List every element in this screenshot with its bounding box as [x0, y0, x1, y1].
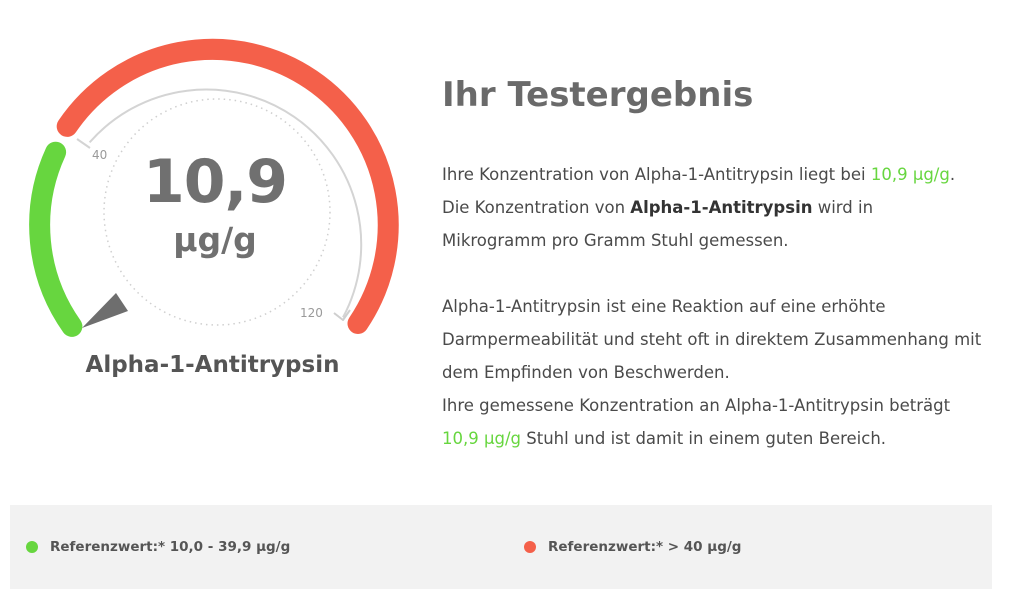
- result-p4-suffix: Stuhl und ist damit in einem guten Berei…: [521, 429, 887, 448]
- reference-legend: Referenzwert:* 10,0 - 39,9 µg/g Referenz…: [10, 505, 992, 589]
- gauge-track-arrow: [333, 309, 351, 321]
- gauge-unit: µg/g: [173, 220, 257, 259]
- result-paragraph-4: Ihre gemessene Konzentration an Alpha-1-…: [442, 389, 982, 455]
- green-dot-icon: [26, 541, 38, 553]
- result-value-highlight: 10,9 µg/g: [870, 165, 950, 184]
- result-title: Ihr Testergebnis: [442, 75, 754, 115]
- result-p4-prefix: Ihre gemessene Konzentration an Alpha-1-…: [442, 396, 951, 415]
- result-p1-prefix: Ihre Konzentration von Alpha-1-Antitryps…: [442, 165, 871, 184]
- red-dot-icon: [524, 541, 536, 553]
- gauge-graphic: [29, 38, 399, 337]
- result-p2-bold: Alpha-1-Antitrypsin: [630, 198, 813, 217]
- gauge-tick-40: [76, 138, 91, 149]
- result-value-highlight-2: 10,9 µg/g: [442, 429, 521, 448]
- gauge-arc-high: [56, 38, 399, 334]
- legend-bad-label: Referenzwert:* > 40 µg/g: [548, 539, 742, 555]
- paragraph-gap: [442, 257, 982, 290]
- tick-label-low: 40: [92, 148, 108, 162]
- legend-good-label: Referenzwert:* 10,0 - 39,9 µg/g: [50, 539, 291, 555]
- result-paragraph-2: Die Konzentration von Alpha-1-Antitrypsi…: [442, 191, 982, 257]
- result-p1-suffix: .: [949, 165, 956, 184]
- result-text: Ihre Konzentration von Alpha-1-Antitryps…: [442, 158, 982, 455]
- gauge-value: 10,9: [142, 147, 288, 217]
- gauge-inner-circle: [103, 98, 331, 326]
- result-paragraph-1: Ihre Konzentration von Alpha-1-Antitryps…: [442, 158, 982, 191]
- legend-item-bad: Referenzwert:* > 40 µg/g: [524, 538, 741, 556]
- gauge-track: [88, 88, 363, 318]
- gauge-label: Alpha-1-Antitrypsin: [85, 352, 340, 378]
- gauge: 40 120: [20, 30, 410, 360]
- legend-item-good: Referenzwert:* 10,0 - 39,9 µg/g: [26, 538, 290, 556]
- result-p2-suffix: wird in Mikrogramm pro Gramm Stuhl gemes…: [442, 198, 874, 250]
- result-p2-prefix: Die Konzentration von: [442, 198, 631, 217]
- gauge-needle: [82, 293, 128, 328]
- gauge-arc-low: [29, 141, 83, 337]
- tick-label-high: 120: [300, 306, 323, 320]
- result-paragraph-3: Alpha-1-Antitrypsin ist eine Reaktion au…: [442, 297, 982, 382]
